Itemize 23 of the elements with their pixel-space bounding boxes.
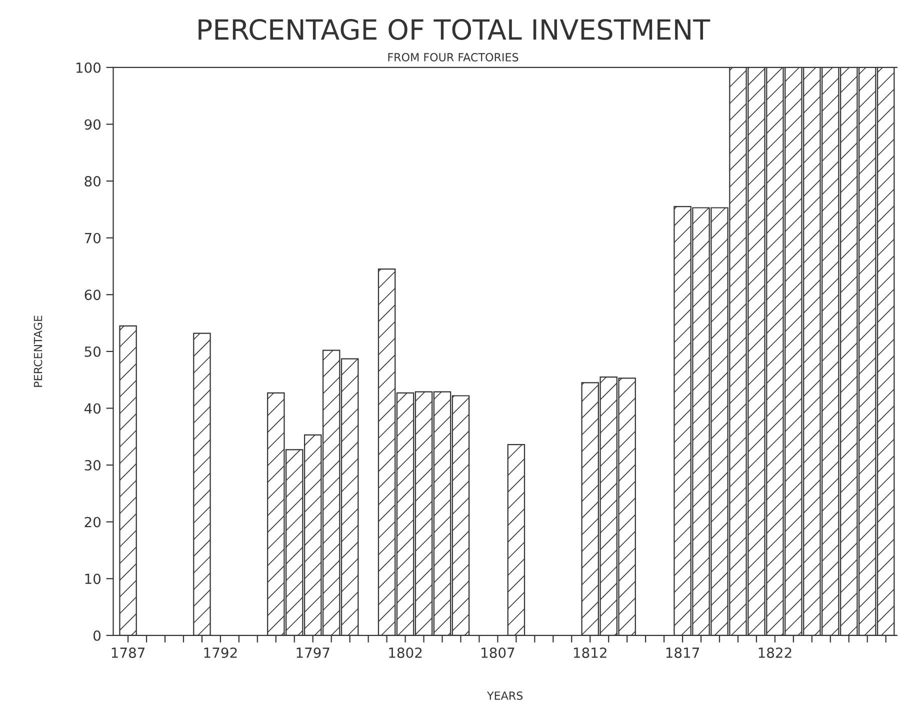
x-axis-title: YEARS bbox=[486, 691, 523, 700]
y-tick-label: 0 bbox=[94, 630, 101, 641]
chart-title: PERCENTAGE OF TOTAL INVESTMENT bbox=[198, 19, 710, 40]
x-tick-label: 1797 bbox=[296, 648, 330, 658]
y-tick-label: 20 bbox=[84, 516, 101, 528]
y-tick-label: 50 bbox=[84, 346, 101, 357]
y-tick-label: 10 bbox=[85, 574, 101, 584]
x-tick-label: 1792 bbox=[204, 648, 237, 658]
x-tick-label: 1807 bbox=[482, 648, 514, 658]
x-tick-label: 1802 bbox=[389, 648, 422, 658]
chart-subtitle: FROM FOUR FACTORIES bbox=[388, 53, 518, 62]
y-tick-label: 80 bbox=[84, 176, 101, 187]
x-tick-label: 1822 bbox=[758, 648, 792, 658]
y-tick-label: 30 bbox=[84, 460, 101, 471]
y-tick-label: 70 bbox=[84, 232, 101, 244]
x-tick-label: 1817 bbox=[666, 648, 700, 658]
x-tick-label: 1812 bbox=[574, 648, 606, 658]
y-axis-title: PERCENTAGE bbox=[34, 316, 42, 387]
y-tick-label: 100 bbox=[76, 62, 101, 73]
y-tick-label: 60 bbox=[84, 290, 101, 300]
y-tick-label: 90 bbox=[84, 119, 101, 130]
y-tick-label: 40 bbox=[84, 403, 101, 414]
x-tick-label: 1787 bbox=[112, 648, 145, 658]
